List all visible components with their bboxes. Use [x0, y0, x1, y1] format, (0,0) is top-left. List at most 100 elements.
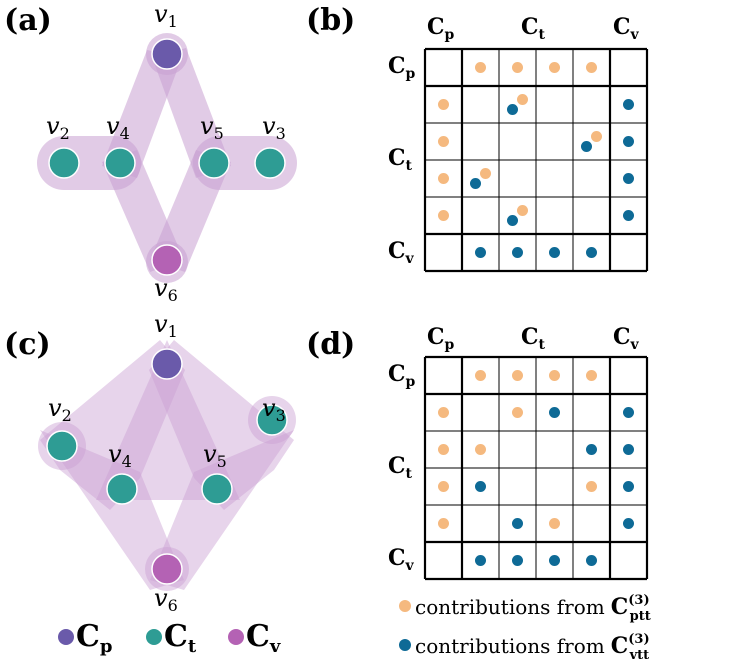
- vertex-v4-c: [106, 473, 138, 505]
- matrix-b: Cp Ct Cv Cp Ct Cv: [388, 14, 649, 273]
- vertex-label-v3-c: v3: [262, 394, 286, 425]
- matrix-d-col-label-ct: Ct: [521, 324, 546, 353]
- matrix-d-dot-vtt: [623, 444, 634, 455]
- matrix-d-dot-ptt: [475, 444, 486, 455]
- class-legend: Cp Ct Cv: [58, 619, 281, 657]
- matrix-b-dot-ptt: [517, 205, 528, 216]
- matrix-b-row-label-ct: Ct: [388, 145, 413, 174]
- vertex-v5-a: [198, 147, 230, 179]
- vertex-label-v3-a: v3: [262, 112, 286, 143]
- legend-dot-ptt: [399, 600, 411, 612]
- vertex-v3-c: [256, 404, 288, 436]
- matrix-b-dot-ptt: [475, 62, 486, 73]
- matrix-d-dot-vtt: [623, 518, 634, 529]
- vertex-v6-a: [151, 244, 183, 276]
- hyperedge-v1-v2-v4: [40, 340, 185, 510]
- vertex-label-v1-a: v1: [154, 0, 178, 31]
- matrix-b-dot-ptt: [517, 94, 528, 105]
- matrix-d-row-label-cv: Cv: [388, 545, 415, 574]
- matrix-b-dot-ptt: [480, 168, 491, 179]
- matrix-b-row-label-cv: Cv: [388, 238, 415, 267]
- matrix-b-dot-ptt: [549, 62, 560, 73]
- matrix-d: Cp Ct Cv Cp Ct Cv: [388, 324, 649, 581]
- panel-label-b: (b): [306, 3, 355, 38]
- matrix-d-dot-ptt: [549, 518, 560, 529]
- vertex-label-v2-a: v2: [46, 112, 70, 143]
- vertex-v4-a: [104, 147, 136, 179]
- matrix-d-dot-ptt: [512, 407, 523, 418]
- legend-dot-vtt: [399, 639, 411, 651]
- matrix-b-dot-ptt: [438, 210, 449, 221]
- matrix-d-row-label-ct: Ct: [388, 453, 413, 482]
- matrix-b-dot-vtt: [470, 178, 481, 189]
- panel-label-a: (a): [4, 3, 52, 38]
- matrix-d-dot-ptt: [438, 518, 449, 529]
- vertex-label-v6-a: v6: [154, 274, 178, 305]
- matrix-d-dot-vtt: [512, 518, 523, 529]
- legend-dot-cp: [58, 629, 74, 645]
- hyperedge-v2-v4-v6: [40, 430, 184, 590]
- matrix-d-dot-vtt: [549, 555, 560, 566]
- matrix-d-dot-ptt: [512, 370, 523, 381]
- vertex-label-v1-c: v1: [154, 310, 178, 341]
- vertex-v2-a: [48, 147, 80, 179]
- legend-label-ct: Ct: [164, 619, 197, 657]
- vertex-v6-c: [151, 553, 183, 585]
- matrix-b-dot-vtt: [586, 247, 597, 258]
- vertex-label-v4-a: v4: [106, 112, 130, 143]
- vertex-label-v5-c: v5: [203, 440, 227, 471]
- matrix-d-dot-ptt: [475, 370, 486, 381]
- matrix-d-dot-vtt: [623, 407, 634, 418]
- matrix-d-row-label-cp: Cp: [388, 361, 416, 390]
- matrix-b-dot-ptt: [591, 131, 602, 142]
- vertex-v1-c: [151, 348, 183, 380]
- matrix-d-col-label-cp: Cp: [427, 324, 455, 353]
- vertex-v2-c: [46, 430, 78, 462]
- matrix-b-dot-ptt: [438, 173, 449, 184]
- legend-vtt: contributions from C(3) vtt: [415, 632, 650, 663]
- matrix-b-col-label-cv: Cv: [613, 14, 640, 43]
- matrix-d-dot-ptt: [438, 444, 449, 455]
- hypergraph-a: v1 v2 v4 v5 v3 v6: [37, 0, 297, 305]
- matrix-d-dot-ptt: [586, 481, 597, 492]
- panel-label-c: (c): [4, 327, 51, 362]
- matrix-b-dot-vtt: [581, 141, 592, 152]
- matrix-b-dot-vtt: [623, 136, 634, 147]
- vertex-label-v2-c: v2: [48, 394, 72, 425]
- vertex-label-v4-c: v4: [108, 440, 132, 471]
- matrix-d-dot-ptt: [549, 370, 560, 381]
- matrix-b-dot-vtt: [623, 210, 634, 221]
- matrix-b-dot-vtt: [549, 247, 560, 258]
- panel-label-d: (d): [306, 327, 355, 362]
- hyperedge-v3-v5-v6: [150, 430, 294, 590]
- matrix-d-col-label-cv: Cv: [613, 324, 640, 353]
- matrix-d-dot-vtt: [549, 407, 560, 418]
- matrix-b-dot-vtt: [623, 173, 634, 184]
- legend-dot-cv: [228, 629, 244, 645]
- matrix-b-dot-ptt: [586, 62, 597, 73]
- vertex-label-v6-c: v6: [154, 584, 178, 615]
- matrix-d-dot-vtt: [512, 555, 523, 566]
- matrix-b-dot-ptt: [438, 136, 449, 147]
- matrix-d-dot-ptt: [586, 370, 597, 381]
- legend-dot-ct: [146, 629, 162, 645]
- matrix-d-dot-ptt: [438, 407, 449, 418]
- hyperedge-v1-v3-v5: [149, 340, 294, 510]
- matrix-b-dot-ptt: [512, 62, 523, 73]
- matrix-d-dot-vtt: [623, 481, 634, 492]
- matrix-d-dot-vtt: [586, 555, 597, 566]
- legend-ptt: contributions from C(3) ptt: [415, 593, 651, 624]
- vertex-v3-a: [254, 147, 286, 179]
- vertex-v1-a: [151, 38, 183, 70]
- vertex-label-v5-a: v5: [200, 112, 224, 143]
- vertex-v5-c: [201, 473, 233, 505]
- matrix-b-dot-vtt: [507, 215, 518, 226]
- legend-label-cp: Cp: [76, 619, 112, 657]
- matrix-b-dot-vtt: [623, 99, 634, 110]
- matrix-d-dot-vtt: [475, 481, 486, 492]
- contribution-legend: contributions from C(3) ptt contributions …: [399, 593, 651, 663]
- legend-label-cv: Cv: [246, 619, 281, 657]
- matrix-b-dot-vtt: [507, 104, 518, 115]
- matrix-d-dot-vtt: [586, 444, 597, 455]
